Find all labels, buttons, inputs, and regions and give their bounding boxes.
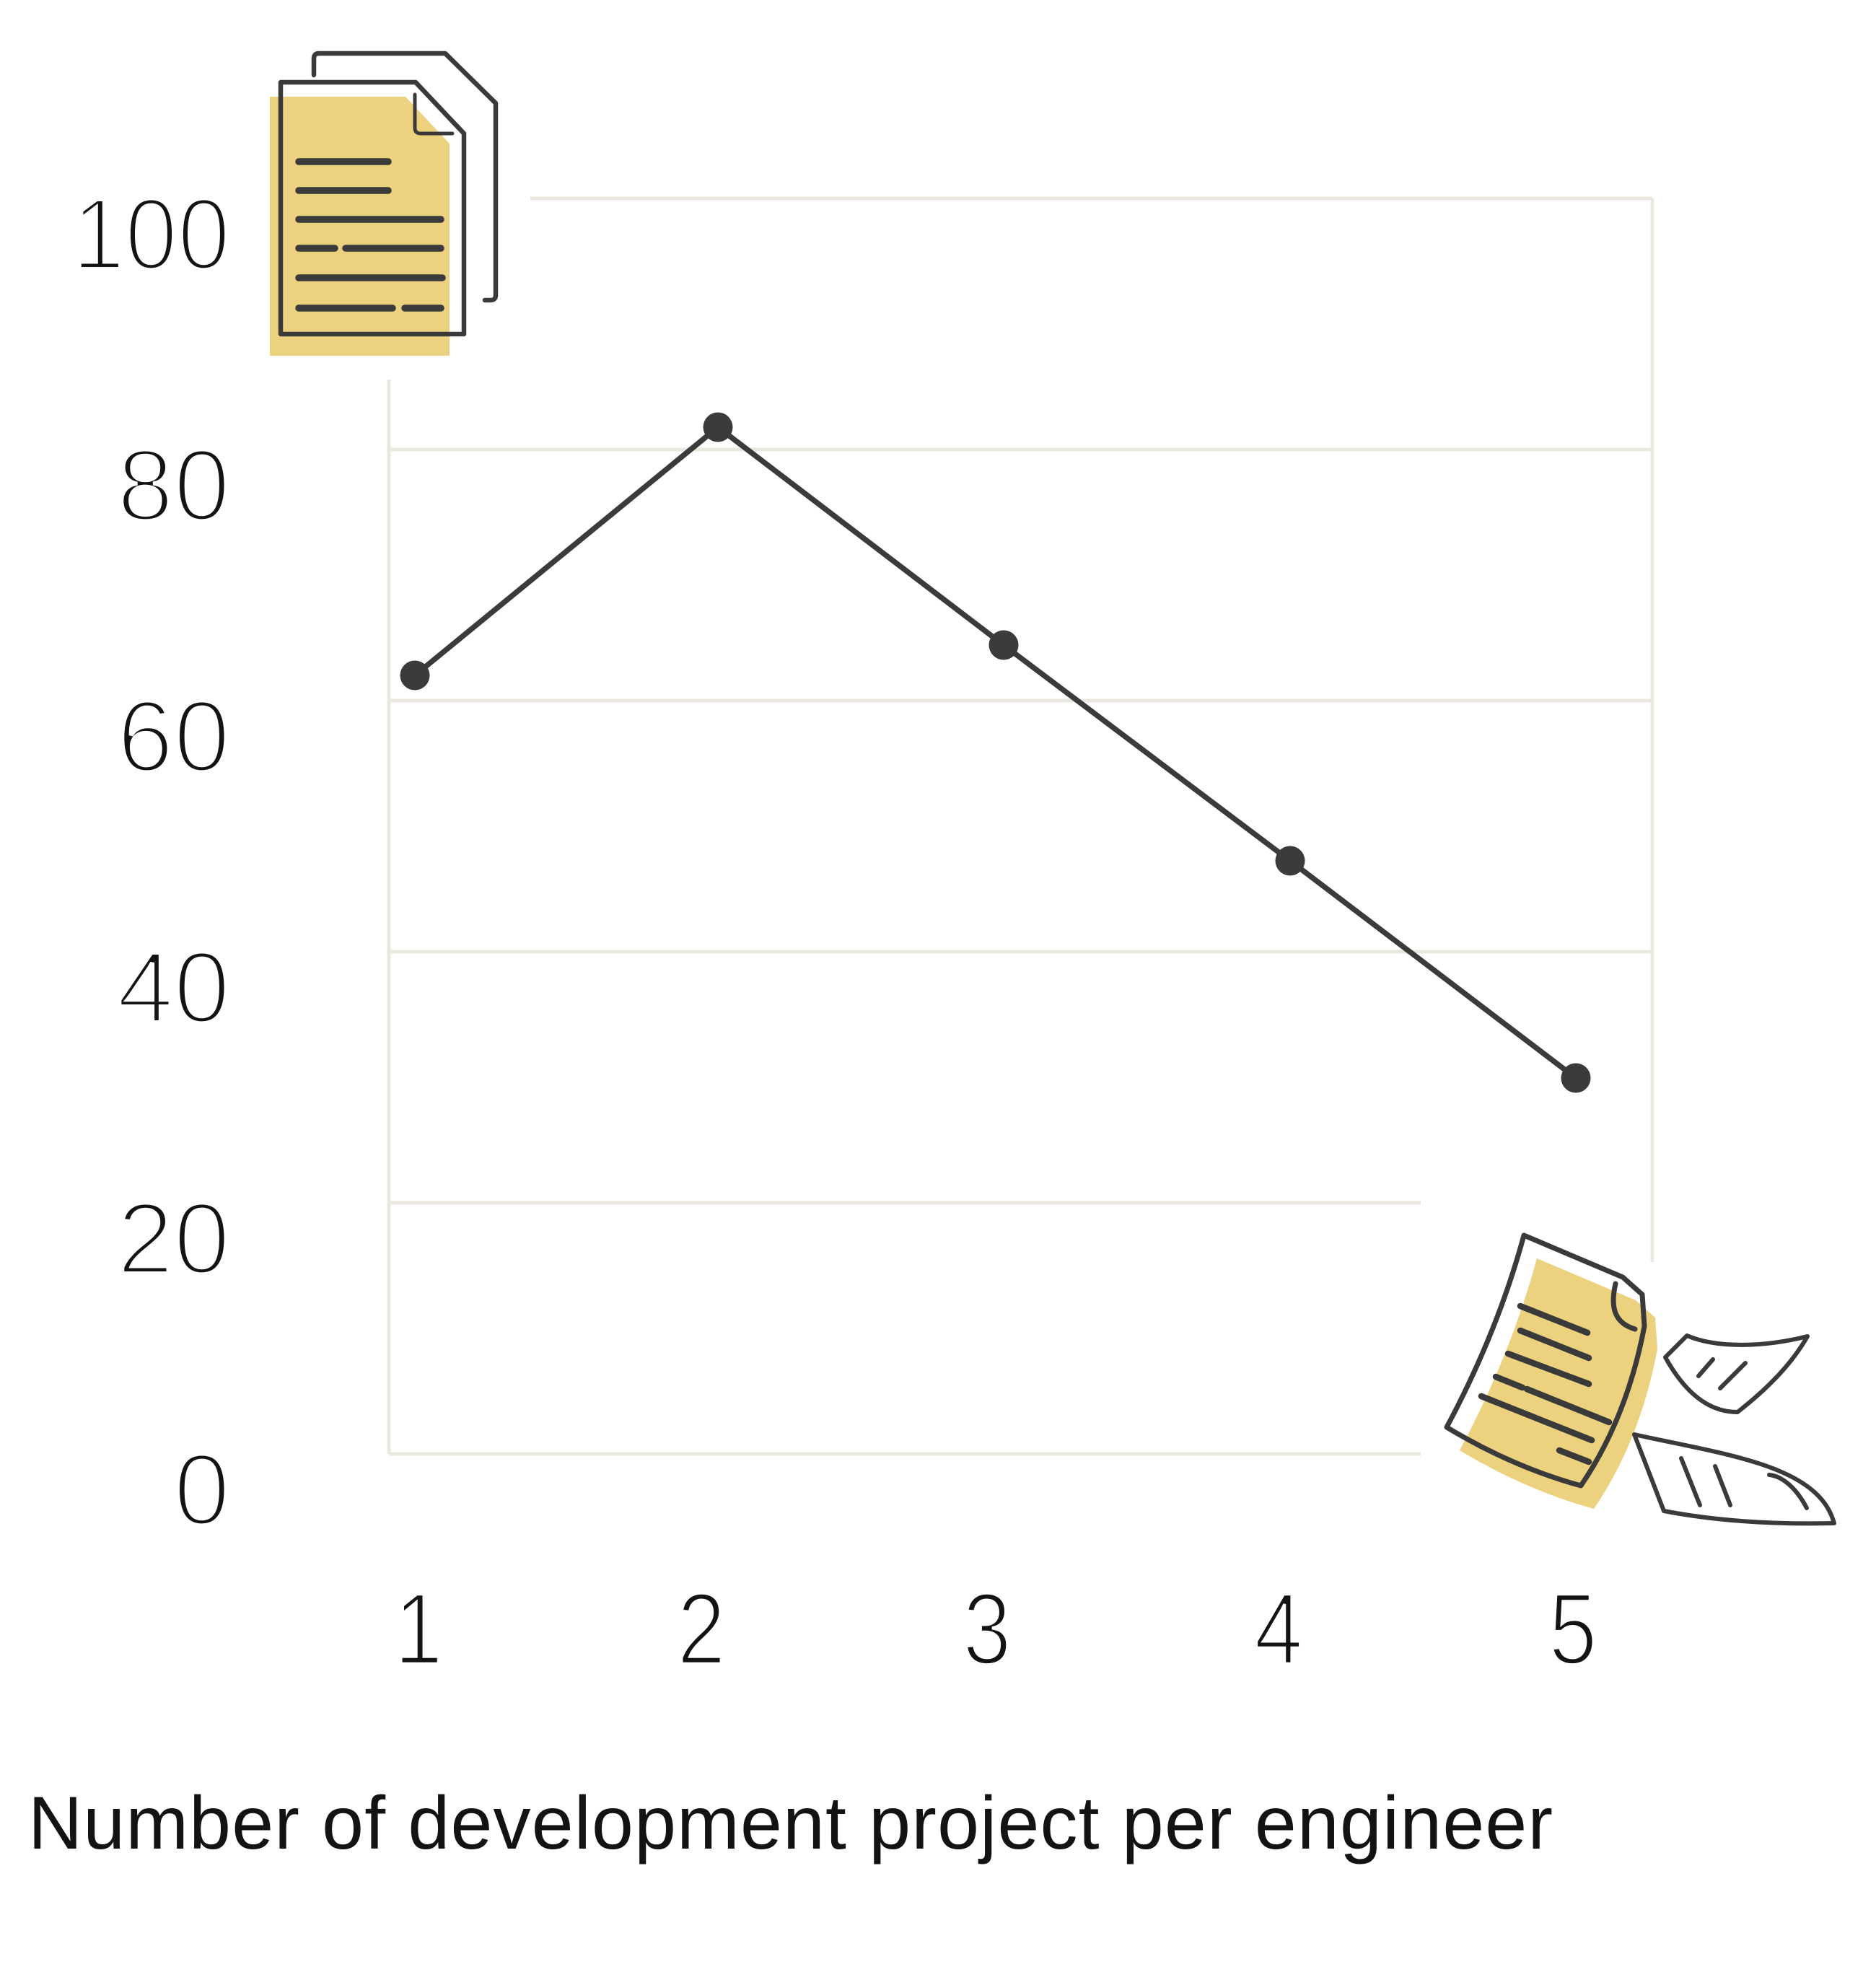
svg-text:80: 80: [117, 428, 230, 542]
svg-text:5: 5: [1549, 1572, 1597, 1686]
svg-text:100: 100: [72, 177, 230, 291]
svg-text:20: 20: [117, 1181, 230, 1295]
svg-text:3: 3: [963, 1572, 1012, 1686]
svg-text:Number of development project: Number of development project per engine…: [28, 1782, 1553, 1865]
svg-text:0: 0: [174, 1432, 230, 1546]
svg-text:60: 60: [117, 679, 230, 793]
svg-text:40: 40: [117, 930, 230, 1044]
svg-text:4: 4: [1255, 1572, 1303, 1686]
svg-text:1: 1: [395, 1572, 443, 1686]
svg-text:2: 2: [678, 1572, 726, 1686]
